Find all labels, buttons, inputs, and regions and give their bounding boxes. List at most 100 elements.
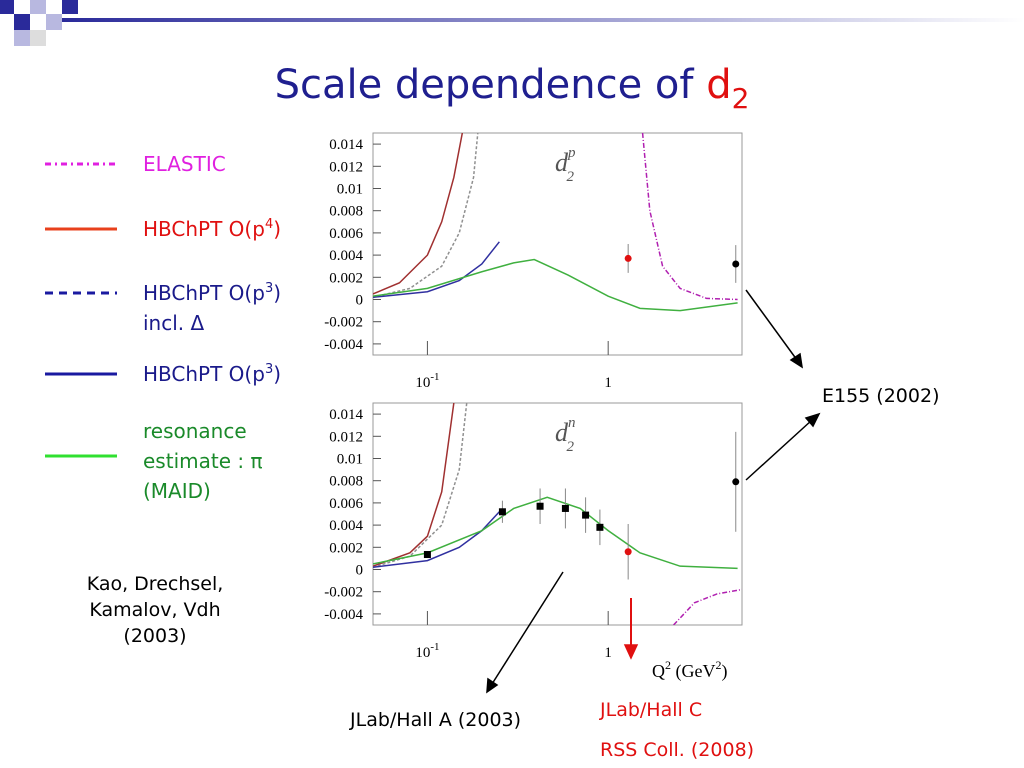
- curve: [373, 133, 479, 299]
- curve: [373, 496, 738, 570]
- legend-tail: ): [273, 217, 281, 241]
- curve: [373, 403, 468, 568]
- y-tick-label: 0.004: [329, 518, 363, 534]
- legend-label: HBChPT O(p3): [143, 281, 281, 305]
- y-tick-label: 0.006: [329, 226, 363, 242]
- x-tick-label: 10-1: [415, 641, 439, 661]
- y-tick-label: 0.014: [329, 407, 363, 423]
- y-tick-label: 0.008: [329, 204, 363, 220]
- chart-label: dp 2: [555, 145, 576, 185]
- x-tick-base: 10: [415, 375, 430, 391]
- data-point: [624, 254, 632, 262]
- legend-text: HBChPT O(p: [143, 217, 265, 241]
- title-text: Scale dependence of: [275, 62, 707, 108]
- legend-text: HBChPT O(p: [143, 362, 265, 386]
- curve: [373, 133, 464, 295]
- plot-area: [373, 133, 738, 312]
- y-tick-label: 0: [356, 563, 364, 579]
- y-tick-label: 0.012: [329, 429, 363, 445]
- data-point: [732, 478, 740, 486]
- legend-sup: 4: [265, 217, 273, 232]
- label-symbol: d: [555, 418, 569, 447]
- data-point: [498, 508, 506, 516]
- corner-decoration: [0, 0, 1024, 46]
- x-tick-exponent: -1: [430, 641, 439, 653]
- legend-text: HBChPT O(p: [143, 281, 265, 305]
- label-superscript: n: [568, 415, 576, 431]
- curve: [673, 588, 742, 625]
- y-tick-label: 0.01: [337, 452, 363, 468]
- annotation: E155 (2002): [822, 385, 940, 407]
- x-axis-label: Q2 (GeV2): [652, 658, 727, 682]
- chart: 0.014 0.012 0.01 0.008 0.006 0.004 0.002 0 -0.00…: [324, 132, 743, 391]
- x-tick-label: 1: [604, 375, 612, 391]
- legend-label: HBChPT O(p3): [143, 362, 281, 386]
- y-tick-label: -0.004: [324, 337, 363, 353]
- y-tick-label: 0.01: [337, 182, 363, 198]
- y-tick-label: 0.004: [329, 248, 363, 264]
- plot-frame: [372, 132, 743, 356]
- label-subscript: 2: [567, 169, 575, 185]
- data-point: [561, 504, 569, 512]
- curve: [641, 133, 738, 301]
- x-tick-base: 10: [415, 645, 430, 661]
- x-tick-label: 1: [604, 645, 612, 661]
- xlabel-end: ): [721, 661, 727, 682]
- curve: [373, 241, 500, 299]
- y-tick-label: 0.002: [329, 540, 363, 556]
- legend-text: resonance: [143, 419, 247, 443]
- label-symbol: d: [555, 148, 569, 177]
- xlabel-sup: 2: [665, 658, 671, 672]
- arrows: [486, 289, 821, 694]
- y-tick-label: -0.004: [324, 607, 363, 623]
- xlabel-tail: (GeV: [671, 661, 715, 682]
- data-point: [582, 511, 590, 519]
- annotation: JLab/Hall C: [599, 699, 702, 721]
- slide-title: Scale dependence of d2: [275, 62, 750, 115]
- y-tick-label: 0: [356, 293, 364, 309]
- y-tick-label: 0.002: [329, 270, 363, 286]
- y-tick-label: 0.006: [329, 496, 363, 512]
- chart-label: dn 2: [555, 415, 576, 455]
- xlabel-text: Q: [652, 661, 665, 681]
- data-point: [536, 502, 544, 510]
- x-tick-exponent: -1: [430, 371, 439, 383]
- y-tick-label: 0.012: [329, 159, 363, 175]
- data-point: [732, 260, 740, 268]
- annotations: Kao, Drechsel, Kamalov, Vdh (2003) E155 …: [87, 385, 940, 761]
- annotation: RSS Coll. (2008): [600, 739, 754, 761]
- label-subscript: 2: [567, 439, 575, 455]
- legend-text: ELASTIC: [143, 152, 226, 176]
- legend-label: ELASTIC: [143, 152, 226, 176]
- legend-label: HBChPT O(p4): [143, 217, 281, 241]
- legend-label: (MAID): [143, 479, 211, 503]
- title-subscript: 2: [732, 82, 750, 115]
- annotation: JLab/Hall A (2003): [349, 709, 521, 731]
- annotation: (2003): [123, 625, 186, 647]
- legend-label: resonance: [143, 419, 247, 443]
- legend-text: incl. Δ: [143, 311, 205, 335]
- y-tick-label: -0.002: [324, 315, 363, 331]
- charts: 0.0140.0120.010.0080.0060.0040.0020-0.00…: [324, 132, 743, 682]
- legend-text: (MAID): [143, 479, 211, 503]
- xlabel-sup: 2: [715, 658, 721, 672]
- plot-frame: [372, 402, 743, 626]
- legend-text: estimate : π: [143, 449, 263, 473]
- legend-sup: 3: [265, 281, 273, 296]
- label-superscript: p: [567, 145, 576, 161]
- legend-tail: ): [273, 281, 281, 305]
- data-point: [624, 548, 632, 556]
- data-point: [423, 551, 431, 559]
- curve: [373, 511, 500, 569]
- x-tick-label: 10-1: [415, 371, 439, 391]
- curve: [373, 258, 738, 312]
- legend-label: estimate : π: [143, 449, 263, 473]
- legend-label: incl. Δ: [143, 311, 205, 335]
- legend-sup: 3: [265, 362, 273, 377]
- y-tick-label: 0.008: [329, 474, 363, 490]
- annotation: Kamalov, Vdh: [89, 599, 220, 621]
- chart: 0.014 0.012 0.01 0.008 0.006 0.004 0.002 0 -0.00…: [324, 402, 743, 682]
- data-point: [596, 523, 604, 531]
